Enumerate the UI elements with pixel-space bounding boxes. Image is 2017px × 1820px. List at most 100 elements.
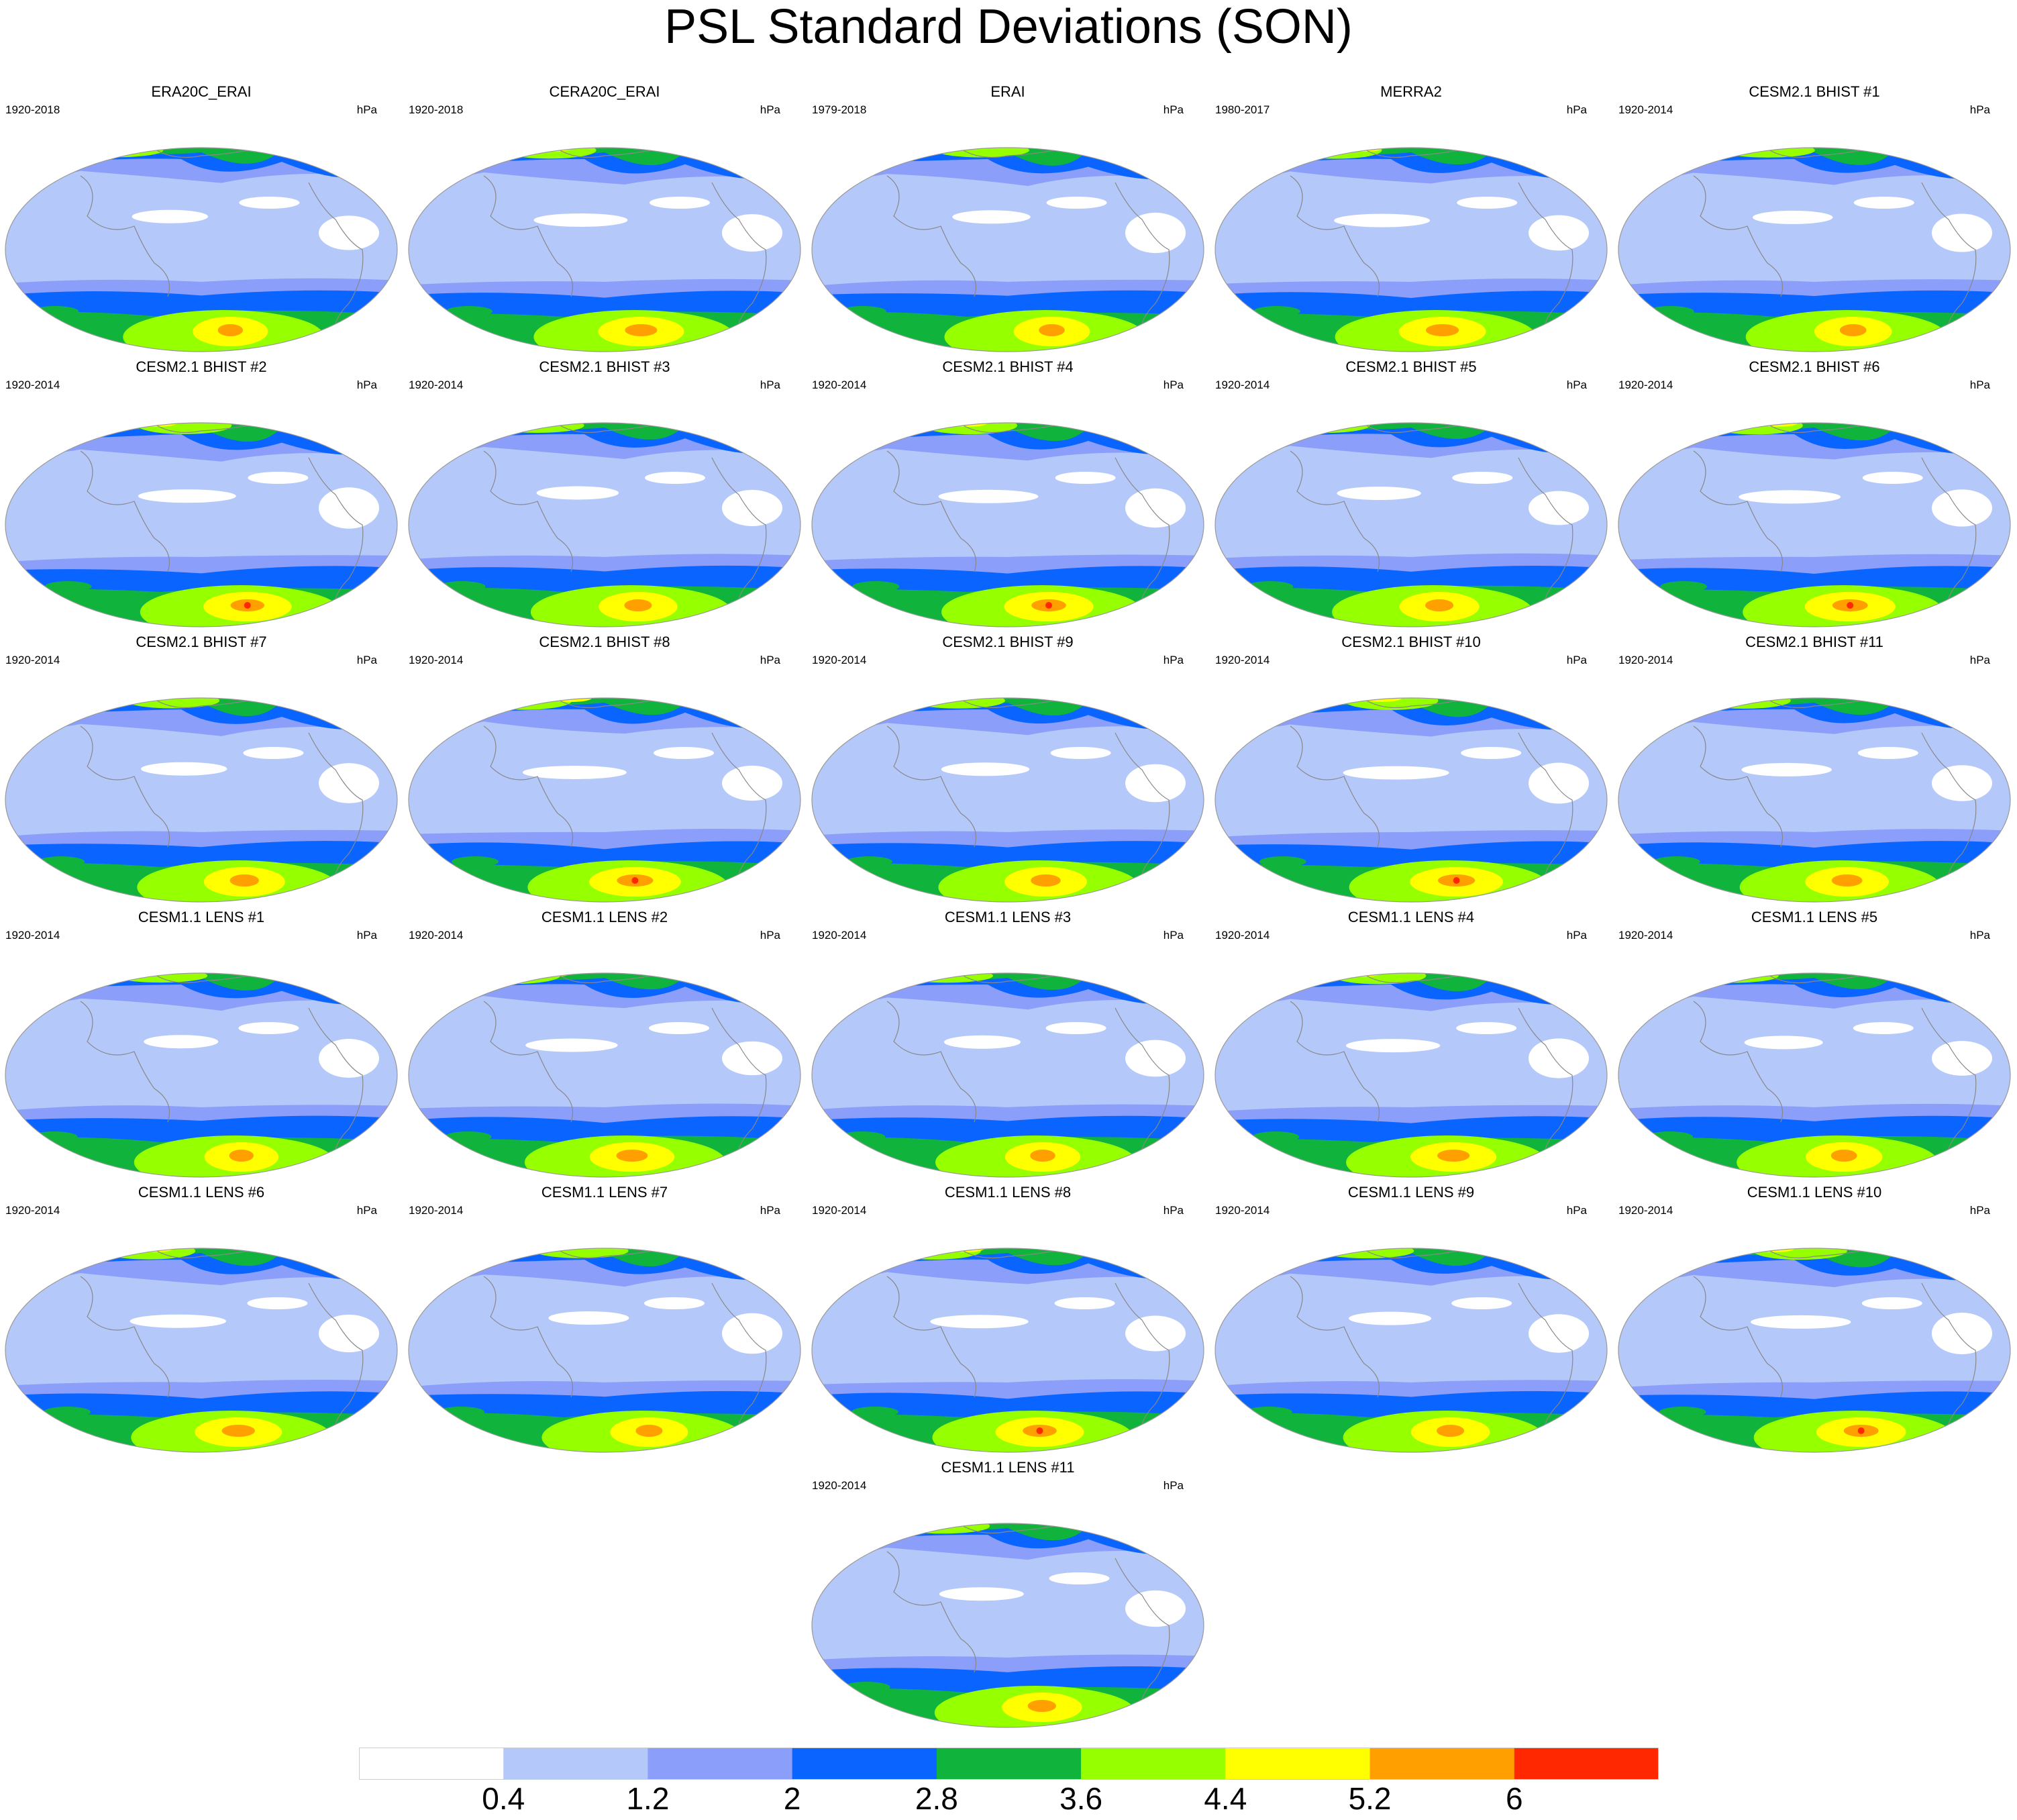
panel-years: 1920-2014: [1618, 929, 1673, 942]
panel-years: 1920-2014: [1618, 378, 1673, 391]
pressure-std-map: [1214, 972, 1608, 1178]
pressure-std-map: [5, 697, 398, 903]
pressure-std-map: [408, 422, 801, 627]
northern-band-yellow: [1340, 973, 1381, 977]
coastline-asia-australia: [483, 450, 574, 572]
low-variability-patch: [722, 765, 782, 801]
low-variability-patch: [654, 747, 714, 759]
southern-band-lime-east: [1155, 1150, 1204, 1168]
coastline-asia-australia: [886, 175, 977, 297]
southern-max-red: [1857, 1427, 1865, 1434]
low-variability-patch: [536, 486, 619, 500]
southern-green-blob: [1246, 581, 1294, 592]
map-outline: [1618, 972, 2011, 1178]
coastline-asia-australia: [886, 450, 977, 572]
coastline-arctic: [960, 1249, 1062, 1259]
southern-band-lime-east: [752, 599, 800, 618]
colorbar-tick-label: 2.8: [915, 1781, 958, 1816]
northern-band-yellow: [908, 148, 949, 152]
low-variability-patch: [939, 1587, 1024, 1601]
panel-title: CESM2.1 BHIST #10: [1341, 634, 1481, 650]
panel-title: CESM2.1 BHIST #5: [1345, 358, 1477, 375]
low-variability-patch: [1125, 1040, 1186, 1077]
colorbar-swatch: [648, 1748, 793, 1780]
map-panel: CESM2.1 BHIST #1 1920-2014 hPa: [1613, 82, 2016, 357]
southern-band-lime-east: [1155, 1700, 1204, 1719]
coastline-arctic: [154, 423, 256, 434]
coastline-arctic: [1767, 1249, 1869, 1259]
panel-years: 1920-2018: [5, 103, 60, 116]
northern-band-yellow: [1755, 1248, 1796, 1252]
coastline-asia-australia: [483, 1276, 574, 1398]
low-variability-patch: [1046, 197, 1107, 209]
pressure-std-map: [1214, 1248, 1608, 1453]
southern-max-orange: [221, 1425, 255, 1437]
southern-green-blob: [32, 306, 79, 317]
coastline-arctic: [1363, 974, 1465, 984]
northern-band-lime: [1332, 973, 1427, 984]
panel-units: hPa: [760, 654, 780, 666]
panel-years: 1920-2014: [1215, 378, 1270, 391]
low-variability-patch: [1741, 762, 1832, 776]
panel-years: 1920-2014: [812, 1479, 867, 1492]
panel-years: 1920-2014: [409, 378, 464, 391]
map-panel: CESM2.1 BHIST #5 1920-2014 hPa: [1210, 357, 1612, 632]
colorbar-tick-label: 1.2: [626, 1781, 670, 1816]
low-variability-patch: [1125, 1315, 1186, 1352]
southern-max-red: [1036, 1427, 1043, 1434]
low-variability-patch: [1932, 765, 1992, 801]
panel-years: 1920-2014: [409, 929, 464, 942]
map-panel: CESM1.1 LENS #2 1920-2014 hPa: [403, 907, 806, 1182]
northern-band-lime: [113, 973, 208, 983]
coastline-americas: [711, 732, 767, 874]
low-variability-patch: [649, 1022, 709, 1034]
low-variability-patch: [1451, 1297, 1512, 1309]
southern-max-orange: [1437, 1150, 1470, 1162]
panel-units: hPa: [1163, 1479, 1184, 1492]
panel-units: hPa: [1566, 1204, 1587, 1217]
southern-max-orange: [1426, 324, 1459, 336]
map-panel: ERA20C_ERAI 1920-2018 hPa: [0, 82, 403, 357]
southern-green-blob: [1252, 1131, 1300, 1142]
panel-units: hPa: [356, 654, 377, 666]
low-variability-patch: [938, 489, 1039, 503]
coastline-asia-australia: [80, 175, 170, 297]
colorbar-swatch: [503, 1748, 648, 1780]
colorbar-tick-label: 4.4: [1204, 1781, 1247, 1816]
northern-band-yellow: [1757, 423, 1798, 427]
pressure-std-map: [1214, 147, 1608, 352]
panel-years: 1920-2014: [1215, 654, 1270, 666]
map-outline: [408, 972, 801, 1178]
coastline-arctic: [960, 148, 1062, 158]
panel-years: 1920-2014: [1215, 929, 1270, 942]
southern-band-lime-east: [752, 1150, 800, 1168]
coastline-asia-australia: [1693, 725, 1783, 848]
panel-title: CESM2.1 BHIST #2: [136, 358, 267, 375]
northern-band-lime: [502, 148, 597, 159]
southern-band-lime-east: [349, 874, 397, 893]
southern-band-lime-east: [349, 324, 397, 343]
southern-max-orange: [1425, 599, 1454, 611]
map-outline: [1618, 422, 2011, 627]
southern-max-red: [631, 877, 639, 884]
coastline-arctic: [557, 699, 659, 709]
coastline-americas: [1115, 1282, 1170, 1425]
coastline-asia-australia: [483, 725, 574, 848]
low-variability-patch: [722, 214, 782, 252]
panel-units: hPa: [1969, 378, 1990, 391]
southern-green-blob: [1653, 856, 1700, 867]
low-variability-patch: [1529, 762, 1589, 804]
low-variability-patch: [1049, 1572, 1110, 1584]
low-variability-patch: [952, 210, 1031, 224]
southern-band-lime-east: [1155, 1425, 1204, 1444]
map-panel: CESM2.1 BHIST #10 1920-2014 hPa: [1210, 632, 1612, 907]
southern-band-lime-east: [1962, 874, 2010, 893]
map-panel: CESM1.1 LENS #3 1920-2014 hPa: [807, 907, 1209, 1182]
northern-band-yellow: [116, 698, 157, 702]
coastline-americas: [711, 182, 767, 324]
coastline-americas: [711, 1282, 767, 1425]
coastline-arctic: [960, 699, 1062, 709]
southern-green-blob: [44, 581, 92, 592]
southern-max-red: [1847, 602, 1854, 609]
panel-units: hPa: [1163, 103, 1184, 116]
